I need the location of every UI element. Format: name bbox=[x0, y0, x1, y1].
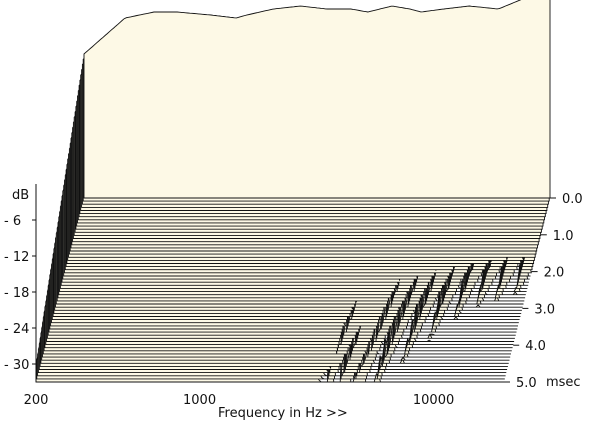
y-axis-ticks: - 6 - 12 - 18 - 24 - 30 bbox=[4, 214, 36, 373]
y-tick-label: - 12 bbox=[4, 250, 29, 265]
y-tick-label: - 18 bbox=[4, 286, 29, 301]
y-tick-label: - 30 bbox=[4, 358, 29, 373]
y-tick-label: - 24 bbox=[4, 322, 29, 337]
x-tick-label: 1000 bbox=[183, 393, 216, 408]
time-tick-label: 4.0 bbox=[525, 339, 546, 354]
time-tick-label: 3.0 bbox=[534, 302, 555, 317]
decay-slice bbox=[83, 0, 551, 199]
time-tick-label: 2.0 bbox=[544, 266, 565, 281]
time-axis-ticks: 0.0 1.0 2.0 3.0 4.0 5.0 bbox=[504, 192, 583, 391]
time-tick-label: 5.0 bbox=[516, 376, 537, 391]
x-tick-label: 10000 bbox=[413, 393, 454, 408]
time-tick-label: 1.0 bbox=[553, 229, 574, 244]
time-tick-label: 0.0 bbox=[562, 192, 583, 207]
decay-slices bbox=[35, 0, 551, 383]
y-axis-label: dB bbox=[12, 188, 29, 203]
x-axis-ticks: 200 1000 10000 bbox=[24, 393, 455, 408]
y-tick-label: - 6 bbox=[4, 214, 21, 229]
x-axis-label: Frequency in Hz >> bbox=[218, 406, 348, 421]
time-axis-unit-label: msec bbox=[546, 375, 581, 390]
x-tick-label: 200 bbox=[24, 393, 49, 408]
